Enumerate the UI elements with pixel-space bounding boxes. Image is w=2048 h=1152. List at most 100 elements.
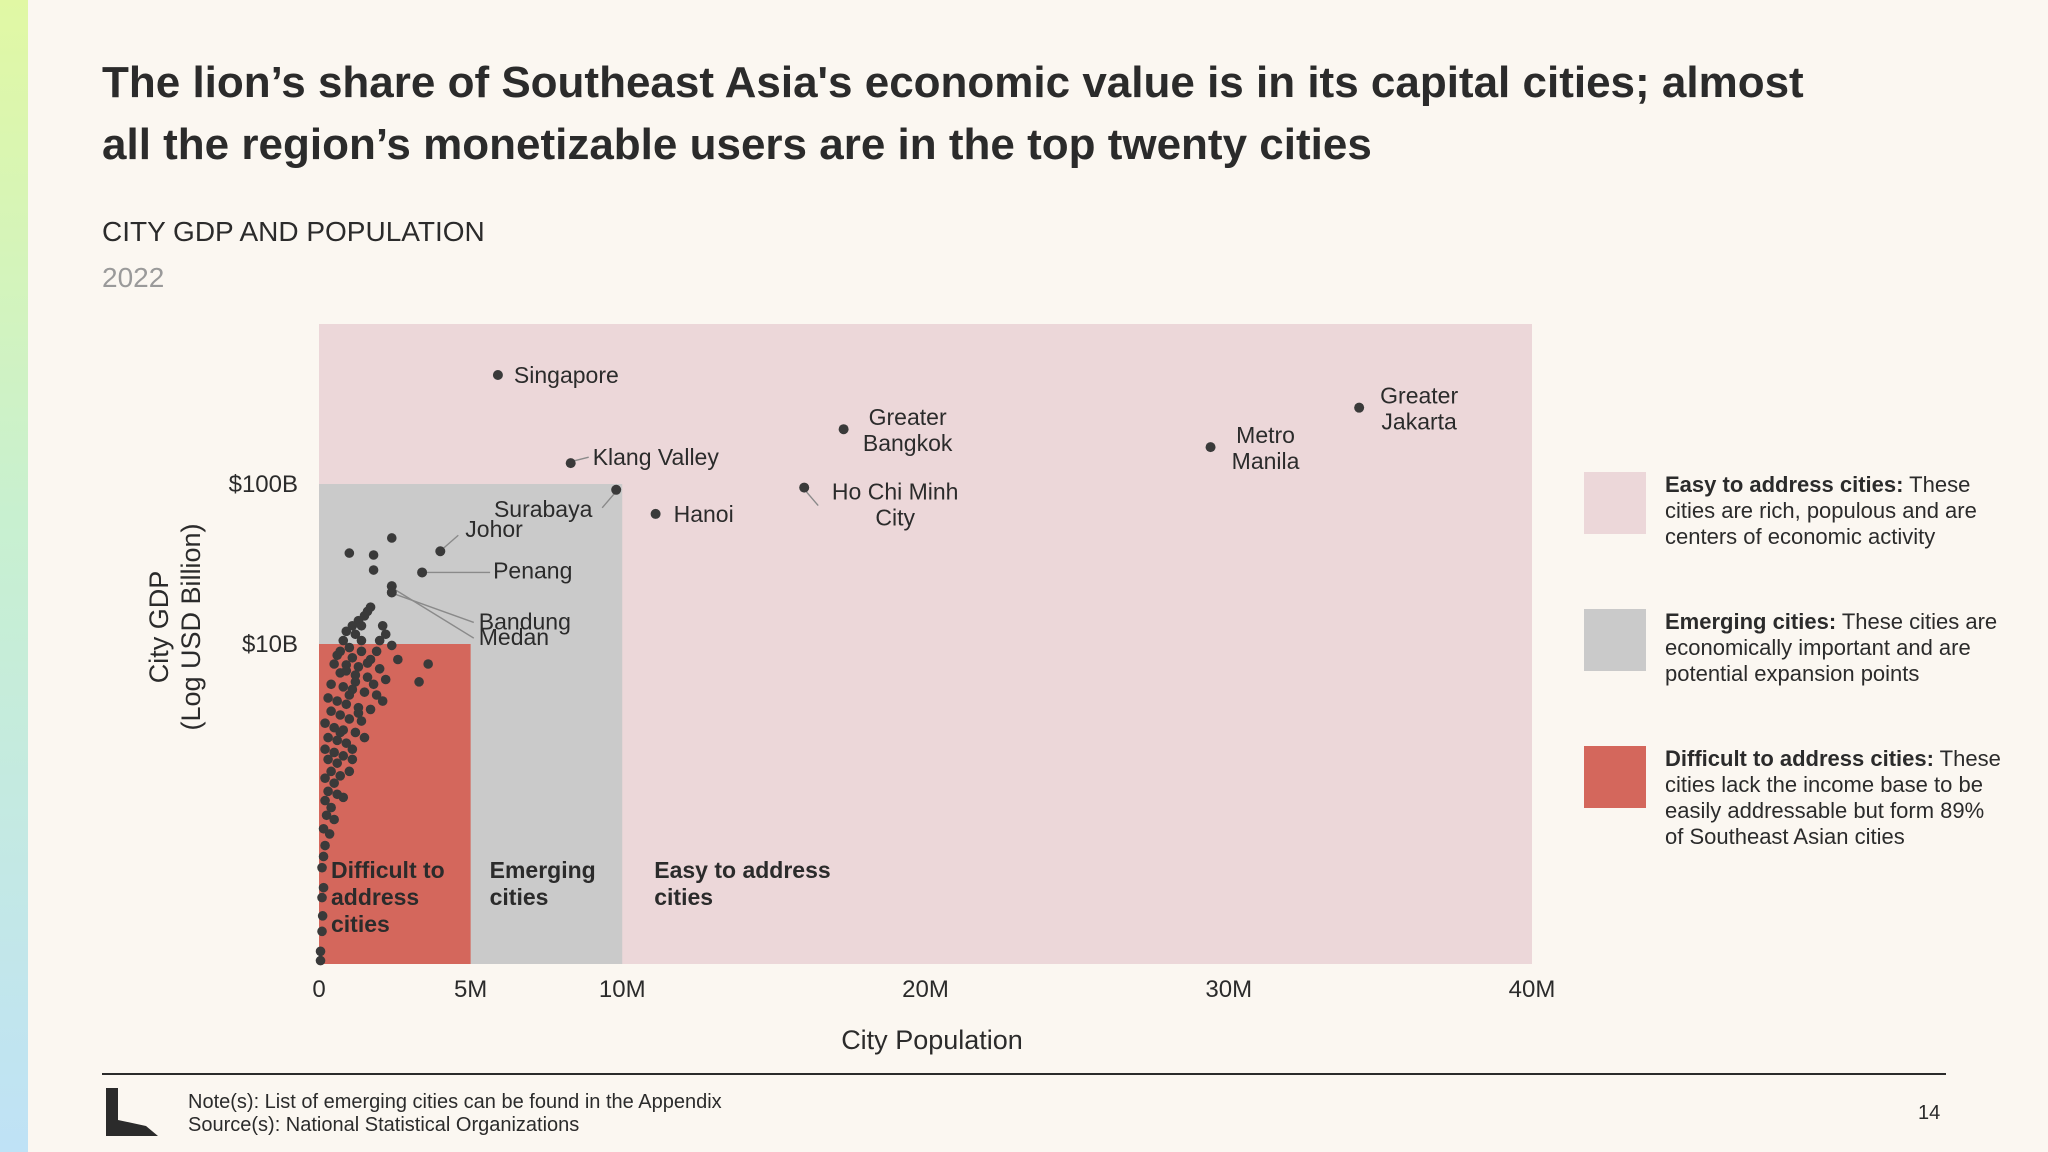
region-label-emerging: Emerging cities: [490, 857, 596, 910]
data-point: [356, 620, 367, 631]
data-point: [329, 778, 339, 788]
data-point: [320, 795, 330, 806]
data-point: [317, 911, 328, 921]
data-point: [371, 690, 382, 700]
footer-divider: [102, 1073, 1946, 1075]
legend-text: Emerging cities: These cities are econom…: [1665, 609, 2005, 687]
data-point: [335, 727, 346, 738]
data-point: [315, 955, 326, 966]
leader-line: [601, 493, 615, 509]
data-point: [326, 766, 336, 777]
data-point: [350, 629, 361, 640]
data-point: [320, 840, 330, 851]
data-point-labeled: [650, 508, 661, 519]
legend-title: Easy to address cities:: [1665, 472, 1904, 497]
region-label-easy: Easy to address cities: [654, 857, 830, 910]
data-point: [347, 620, 358, 631]
leader-line: [441, 534, 459, 550]
data-point: [318, 851, 329, 862]
legend-description: These cities are economically important …: [1665, 609, 1998, 686]
legend-swatch: [1584, 609, 1646, 671]
data-point: [326, 706, 336, 717]
data-point: [374, 663, 385, 674]
x-tick-label: 40M: [1509, 976, 1556, 1003]
y-tick-label: $100B: [229, 471, 298, 498]
leader-line: [805, 491, 819, 507]
data-point-labeled: [611, 484, 622, 495]
chart-subtitle: CITY GDP AND POPULATION: [102, 216, 485, 247]
data-point: [338, 751, 349, 761]
data-point: [353, 662, 364, 672]
city-label: Metro Manila: [1232, 422, 1300, 474]
city-labels: Singapore Greater Bangkok Greater Jakarta Met…: [465, 362, 1458, 650]
leader-line: [395, 593, 475, 624]
data-point: [341, 699, 352, 710]
data-point: [317, 926, 327, 937]
data-point: [344, 690, 355, 700]
legend-description: These cities lack the income base to be …: [1665, 746, 2001, 849]
side-gradient-bar: [0, 0, 28, 1152]
data-point: [347, 744, 358, 755]
data-point: [374, 635, 385, 646]
data-point: [317, 862, 327, 873]
legend-swatch: [1584, 746, 1646, 808]
data-point: [347, 754, 358, 765]
data-point: [350, 677, 361, 687]
data-point: [344, 766, 355, 777]
data-point: [323, 732, 333, 743]
leader-line: [572, 456, 589, 462]
y-tick-label: $10B: [242, 631, 298, 658]
data-point: [377, 696, 388, 706]
x-axis-label: City Population: [841, 1025, 1023, 1055]
data-point: [414, 677, 424, 687]
footer-source: Source(s): National Statistical Organiza…: [188, 1114, 580, 1136]
data-point-labeled: [492, 370, 503, 381]
data-point-labeled: [1354, 402, 1365, 413]
data-point: [341, 738, 352, 748]
data-point: [338, 792, 349, 803]
data-point: [365, 704, 376, 715]
data-point: [344, 714, 355, 724]
data-point-labeled: [799, 482, 810, 493]
city-label: Medan: [479, 624, 549, 650]
data-point: [362, 672, 373, 683]
city-label: Johor: [465, 516, 523, 542]
page-title: The lion’s share of Southeast Asia's eco…: [102, 58, 1804, 169]
x-tick-label: 10M: [599, 976, 646, 1003]
legend-description: These cities are rich, populous and are …: [1665, 472, 1977, 549]
data-point: [320, 744, 330, 755]
city-label: Singapore: [514, 362, 619, 388]
data-point: [338, 682, 349, 692]
data-point: [386, 640, 397, 651]
city-label: Hanoi: [674, 501, 734, 527]
data-point: [335, 710, 346, 720]
data-point: [368, 550, 379, 560]
data-point: [350, 670, 361, 680]
legend-text: Difficult to address cities: These citie…: [1665, 746, 2005, 850]
city-label: Surabaya: [494, 496, 593, 522]
city-label: Bandung: [479, 608, 571, 634]
city-label: Penang: [493, 557, 572, 583]
x-tick-label: 30M: [1205, 976, 1252, 1003]
region-label-difficult: Difficult to address cities: [331, 857, 445, 937]
data-point: [368, 565, 379, 575]
data-point: [386, 533, 397, 543]
data-point-labeled: [435, 546, 446, 557]
data-point: [329, 814, 339, 825]
legend-swatch: [1584, 472, 1646, 534]
x-tick-label: 0: [312, 976, 325, 1003]
data-point: [377, 620, 388, 631]
data-point: [359, 687, 370, 697]
chart-year: 2022: [102, 262, 165, 293]
y-axis-label: City GDP(Log USD Billion): [144, 523, 206, 730]
data-point: [318, 882, 329, 893]
data-points: [315, 370, 1365, 966]
data-point: [341, 665, 352, 676]
leader-line: [395, 589, 475, 639]
data-point: [371, 646, 382, 657]
data-point: [338, 635, 349, 646]
data-point-labeled: [386, 581, 397, 592]
data-point: [321, 810, 332, 821]
data-point: [326, 679, 336, 690]
